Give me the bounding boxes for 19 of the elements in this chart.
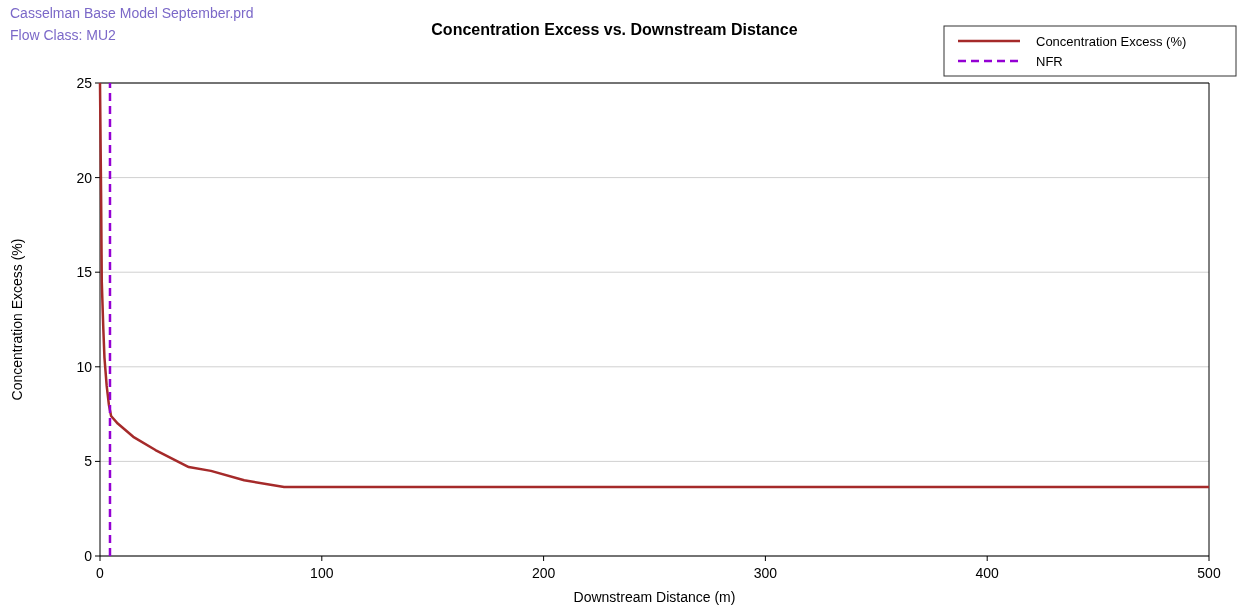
y-tick-label: 5 [84,453,93,470]
chart-title: Concentration Excess vs. Downstream Distance [431,21,798,38]
y-axis-title: Concentration Excess (%) [9,238,25,401]
x-tick-label: 100 [310,565,334,581]
text: Flow Class: MU2 [10,27,117,43]
x-axis-title: Downstream Distance (m) [573,589,736,605]
x-tick-label: 500 [1197,565,1221,581]
y-tick-label: 0 [84,547,93,564]
text: Casselman Base Model September.prd [10,5,254,21]
legend-label: Concentration Excess (%) [1036,33,1187,49]
y-tick-label: 10 [76,358,93,375]
legend-label: NFR [1036,53,1063,69]
y-tick-label: 20 [76,169,93,186]
x-tick-label: 400 [975,565,1000,581]
y-tick-label: 15 [76,264,93,281]
x-tick-label: 0 [96,565,105,581]
x-tick-label: 200 [531,565,556,581]
y-tick-label: 25 [76,74,93,91]
x-tick-label: 300 [753,565,778,581]
